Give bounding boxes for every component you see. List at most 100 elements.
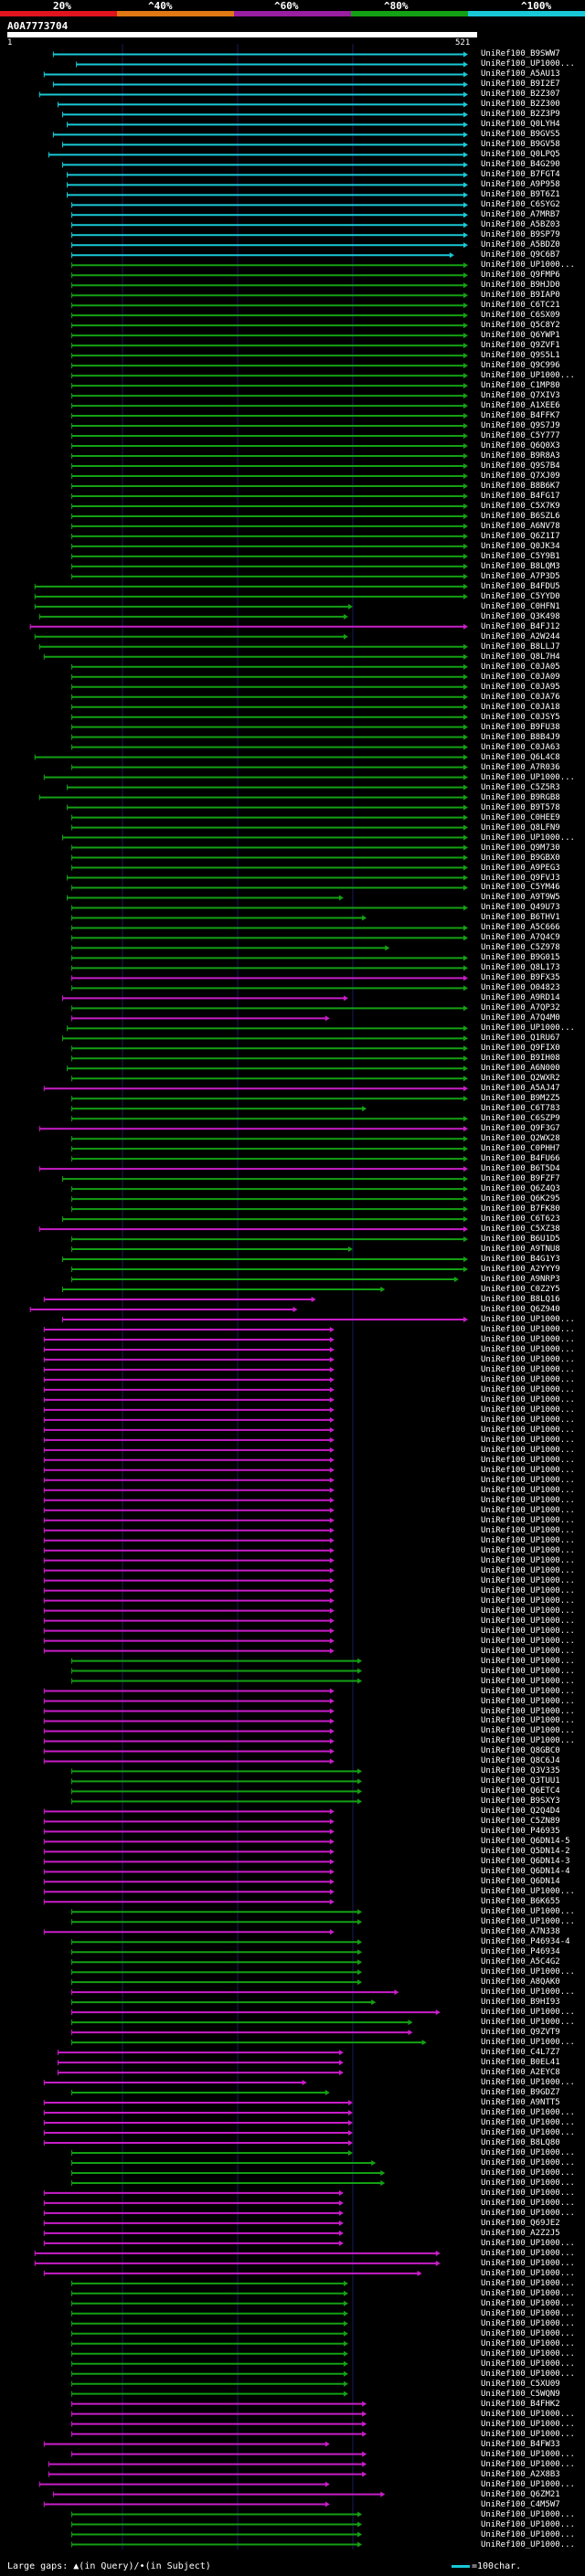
hit-label[interactable]: UniRef100_B9HI93 <box>481 1998 560 2008</box>
hit-label[interactable]: UniRef100_C1MP80 <box>481 381 560 391</box>
hit-row[interactable] <box>43 1728 335 1734</box>
hit-row[interactable] <box>71 282 468 289</box>
hit-label[interactable]: UniRef100_Q6DN14 <box>481 1877 560 1887</box>
hit-row[interactable] <box>57 2060 344 2066</box>
hit-label[interactable]: UniRef100_A9P958 <box>481 180 560 190</box>
hit-row[interactable] <box>71 242 468 249</box>
hit-label[interactable]: UniRef100_B2Z300 <box>481 100 560 110</box>
hit-row[interactable] <box>71 313 468 319</box>
hit-row[interactable] <box>71 262 468 269</box>
hit-row[interactable] <box>43 1698 335 1704</box>
hit-label[interactable]: UniRef100_UP1000... <box>481 2248 575 2258</box>
hit-row[interactable] <box>34 2250 441 2256</box>
hit-label[interactable]: UniRef100_A1XEE6 <box>481 401 560 411</box>
hit-label[interactable]: UniRef100_B9GVS5 <box>481 130 560 140</box>
hit-row[interactable] <box>43 1718 335 1724</box>
hit-row[interactable] <box>43 1567 335 1574</box>
hit-label[interactable]: UniRef100_C0JA18 <box>481 702 560 712</box>
hit-label[interactable]: UniRef100_B9M2Z5 <box>481 1094 560 1104</box>
hit-label[interactable]: UniRef100_B9I2E7 <box>481 80 560 90</box>
hit-row[interactable] <box>43 1527 335 1533</box>
hit-label[interactable]: UniRef100_C0HEE9 <box>481 812 560 822</box>
hit-row[interactable] <box>43 1376 335 1383</box>
hit-row[interactable] <box>43 1607 335 1614</box>
hit-row[interactable] <box>71 2531 363 2538</box>
hit-row[interactable] <box>52 132 468 138</box>
hit-label[interactable]: UniRef100_C0JSY5 <box>481 712 560 722</box>
hit-label[interactable]: UniRef100_UP1000... <box>481 2258 575 2268</box>
hit-label[interactable]: UniRef100_UP1000... <box>481 2449 575 2459</box>
hit-label[interactable]: UniRef100_Q6Z1I7 <box>481 531 560 541</box>
hit-label[interactable]: UniRef100_C6T783 <box>481 1104 560 1114</box>
hit-row[interactable] <box>43 1487 335 1493</box>
hit-label[interactable]: UniRef100_Q1RU67 <box>481 1034 560 1044</box>
hit-label[interactable]: UniRef100_Q6Z4Q3 <box>481 1184 560 1194</box>
hit-label[interactable]: UniRef100_UP1000... <box>481 2338 575 2348</box>
hit-label[interactable]: UniRef100_UP1000... <box>481 59 575 69</box>
hit-row[interactable] <box>71 1156 468 1162</box>
hit-label[interactable]: UniRef100_UP1000... <box>481 1696 575 1706</box>
hit-label[interactable]: UniRef100_Q0JK34 <box>481 541 560 551</box>
hit-label[interactable]: UniRef100_C4M5W7 <box>481 2499 560 2509</box>
hit-row[interactable] <box>71 764 468 770</box>
hit-label[interactable]: UniRef100_UP1000... <box>481 2539 575 2549</box>
hit-row[interactable] <box>43 1406 335 1413</box>
hit-label[interactable]: UniRef100_C0JA95 <box>481 682 560 692</box>
hit-label[interactable]: UniRef100_A7P3D5 <box>481 571 560 581</box>
hit-label[interactable]: UniRef100_Q6Z940 <box>481 1304 560 1314</box>
hit-row[interactable] <box>71 553 468 559</box>
hit-row[interactable] <box>43 2130 353 2136</box>
hit-row[interactable] <box>71 2290 348 2296</box>
hit-row[interactable] <box>71 1146 468 1152</box>
hit-label[interactable]: UniRef100_A9NTT5 <box>481 2098 560 2108</box>
hit-label[interactable]: UniRef100_A9NRP3 <box>481 1275 560 1285</box>
hit-row[interactable] <box>71 734 468 740</box>
hit-row[interactable] <box>38 643 468 650</box>
hit-label[interactable]: UniRef100_Q9F3G7 <box>481 1124 560 1134</box>
hit-label[interactable]: UniRef100_B9T6Z1 <box>481 190 560 200</box>
hit-row[interactable] <box>71 2149 353 2156</box>
hit-row[interactable] <box>34 2260 441 2266</box>
hit-label[interactable]: UniRef100_Q8GBC0 <box>481 1746 560 1756</box>
hit-label[interactable]: UniRef100_Q8LFN9 <box>481 822 560 832</box>
hit-row[interactable] <box>43 1336 335 1342</box>
hit-row[interactable] <box>43 1436 335 1443</box>
hit-label[interactable]: UniRef100_UP1000... <box>481 2178 575 2188</box>
hit-label[interactable]: UniRef100_Q6YWP1 <box>481 331 560 341</box>
hit-row[interactable] <box>61 1316 468 1322</box>
hit-row[interactable] <box>43 2220 344 2226</box>
hit-row[interactable] <box>71 503 468 509</box>
hit-label[interactable]: UniRef100_UP1000... <box>481 2479 575 2489</box>
hit-label[interactable]: UniRef100_UP1000... <box>481 1676 575 1686</box>
hit-label[interactable]: UniRef100_Q9FVJ3 <box>481 873 560 883</box>
hit-label[interactable]: UniRef100_UP1000... <box>481 1887 575 1897</box>
hit-label[interactable]: UniRef100_A5BZ03 <box>481 220 560 230</box>
hit-row[interactable] <box>67 122 468 128</box>
hit-row[interactable] <box>71 704 468 710</box>
hit-label[interactable]: UniRef100_C5WQN9 <box>481 2389 560 2399</box>
hit-label[interactable]: UniRef100_UP1000... <box>481 2529 575 2539</box>
hit-label[interactable]: UniRef100_UP1000... <box>481 1324 575 1334</box>
hit-row[interactable] <box>71 2401 367 2407</box>
hit-row[interactable] <box>43 1356 335 1362</box>
hit-row[interactable] <box>43 1627 335 1634</box>
hit-label[interactable]: UniRef100_B0EL41 <box>481 2058 560 2068</box>
hit-label[interactable]: UniRef100_B2Z3P9 <box>481 110 560 120</box>
hit-label[interactable]: UniRef100_Q9M730 <box>481 843 560 853</box>
hit-row[interactable] <box>71 2421 367 2427</box>
hit-row[interactable] <box>71 2169 386 2176</box>
hit-row[interactable] <box>43 1617 335 1624</box>
hit-label[interactable]: UniRef100_UP1000... <box>481 1455 575 1465</box>
hit-row[interactable] <box>71 2360 348 2367</box>
hit-row[interactable] <box>67 172 468 178</box>
hit-label[interactable]: UniRef100_Q6Q0X3 <box>481 441 560 451</box>
hit-row[interactable] <box>43 2501 330 2507</box>
hit-label[interactable]: UniRef100_A5BDZ0 <box>481 240 560 250</box>
hit-label[interactable]: UniRef100_UP1000... <box>481 1585 575 1595</box>
hit-row[interactable] <box>71 1277 459 1283</box>
hit-row[interactable] <box>71 302 468 309</box>
hit-row[interactable] <box>71 202 468 208</box>
hit-label[interactable]: UniRef100_UP1000... <box>481 1967 575 1977</box>
hit-row[interactable] <box>71 2159 377 2166</box>
hit-label[interactable]: UniRef100_UP1000... <box>481 1515 575 1525</box>
